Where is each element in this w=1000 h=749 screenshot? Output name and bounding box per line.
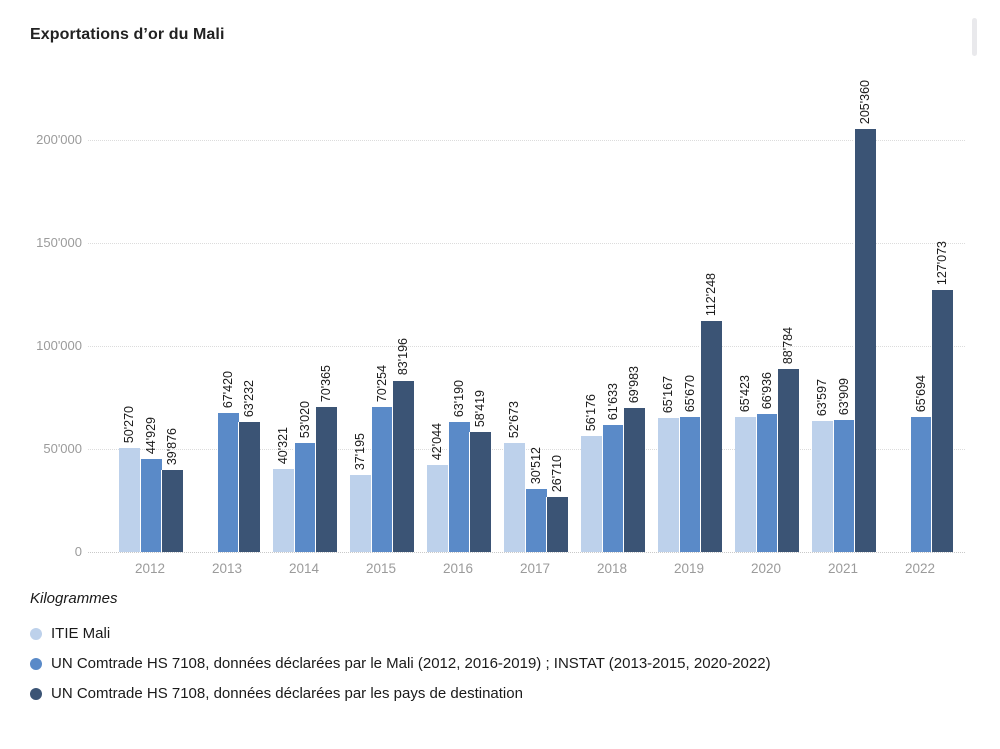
bar-value-label: 65'167 [661, 375, 675, 413]
vertical-scrollbar[interactable] [972, 18, 977, 56]
bar-series1-2014 [272, 468, 294, 552]
x-axis-tick-label: 2021 [827, 561, 859, 576]
bar-series3-2022 [930, 290, 953, 552]
bar-series2-2020 [755, 414, 778, 552]
legend-swatch-light-blue [30, 627, 42, 640]
bar-value-label: 88'784 [781, 326, 795, 365]
bar-series3-2012 [160, 469, 183, 552]
gridline [88, 243, 965, 244]
x-axis-tick-label: 2017 [519, 561, 551, 576]
legend-label: UN Comtrade HS 7108, données déclarées p… [51, 685, 523, 702]
bar-value-label: 63'909 [837, 378, 851, 416]
gridline [88, 346, 965, 347]
bar-value-label: 52'673 [507, 401, 521, 439]
bar-series1-2021 [811, 420, 833, 552]
x-axis-tick-label: 2018 [596, 561, 628, 576]
bar-series2-2021 [832, 420, 855, 552]
bar-value-label: 53'020 [298, 400, 312, 438]
bar-series2-2016 [447, 421, 470, 552]
bar-value-label: 63'597 [815, 378, 829, 416]
bar-series2-2019 [678, 416, 701, 552]
legend-item-itie-mali: ITIE Mali [30, 625, 970, 642]
legend-item-un-comtrade-destination: UN Comtrade HS 7108, données déclarées p… [30, 685, 970, 702]
bar-series1-2019 [657, 417, 679, 552]
bar-value-label: 63'190 [452, 379, 466, 417]
bar-series2-2014 [293, 442, 316, 552]
bar-value-label: 40'321 [276, 426, 290, 464]
bar-value-label: 205'360 [858, 79, 872, 124]
bar-value-label: 56'176 [584, 394, 598, 432]
bar-value-label: 69'983 [627, 365, 641, 403]
y-axis-tick-label: 100'000 [36, 338, 82, 353]
x-axis-tick-label: 2019 [673, 561, 705, 576]
bar-value-label: 65'694 [914, 374, 928, 412]
legend-label: ITIE Mali [51, 625, 111, 642]
x-axis-tick-label: 2012 [134, 561, 166, 576]
chart-title: Exportations d’or du Mali [30, 26, 225, 43]
bar-value-label: 63'232 [242, 379, 256, 417]
bar-series3-2021 [853, 128, 876, 552]
bar-value-label: 65'670 [683, 374, 697, 412]
unit-label: Kilogrammes [30, 590, 118, 607]
bar-series3-2017 [545, 496, 568, 552]
bar-series2-2015 [370, 407, 393, 552]
bar-value-label: 58'419 [473, 389, 487, 427]
bar-series3-2018 [622, 407, 645, 552]
bar-series1-2015 [349, 475, 371, 552]
legend-item-un-comtrade-mali: UN Comtrade HS 7108, données déclarées p… [30, 655, 970, 672]
bar-series2-2012 [139, 459, 162, 552]
y-axis-tick-label: 0 [74, 544, 82, 559]
bar-series3-2019 [699, 320, 722, 552]
y-axis-tick-label: 50'000 [43, 441, 82, 456]
bar-series2-2018 [601, 425, 624, 552]
bar-series1-2016 [426, 465, 448, 552]
x-axis-tick-label: 2015 [365, 561, 397, 576]
legend-swatch-medium-blue [30, 657, 42, 670]
bar-value-label: 37'195 [353, 433, 367, 471]
legend-swatch-dark-blue [30, 687, 42, 700]
x-axis-tick-label: 2022 [904, 561, 936, 576]
bar-value-label: 67'420 [221, 370, 235, 409]
bar-series2-2022 [909, 416, 932, 552]
bar-series1-2017 [503, 443, 525, 552]
bar-value-label: 70'254 [375, 365, 389, 403]
bar-series3-2016 [468, 431, 491, 552]
legend: ITIE Mali UN Comtrade HS 7108, données d… [30, 625, 970, 702]
bar-value-label: 65'423 [738, 375, 752, 413]
bar-value-label: 66'936 [760, 371, 774, 410]
bar-series1-2012 [118, 448, 140, 552]
gridline [88, 140, 965, 141]
x-axis-tick-label: 2020 [750, 561, 782, 576]
bar-series3-2014 [314, 407, 337, 552]
bar-value-label: 30'512 [529, 447, 543, 485]
bar-value-label: 44'929 [144, 417, 158, 455]
bar-value-label: 83'196 [396, 338, 410, 376]
bar-value-label: 127'073 [935, 241, 949, 286]
bar-series1-2018 [580, 436, 602, 552]
legend-label: UN Comtrade HS 7108, données déclarées p… [51, 655, 771, 672]
bar-series3-2020 [776, 369, 799, 552]
bar-value-label: 26'710 [550, 454, 564, 492]
bar-series2-2013 [216, 413, 239, 552]
bar-series3-2013 [237, 421, 260, 552]
gridline [88, 449, 965, 450]
y-axis-tick-label: 150'000 [36, 235, 82, 250]
bar-series1-2020 [734, 417, 756, 552]
bar-value-label: 70'365 [319, 364, 333, 403]
bar-value-label: 61'633 [606, 382, 620, 421]
bar-value-label: 42'044 [430, 423, 444, 461]
x-axis-baseline [88, 552, 965, 553]
x-axis-tick-label: 2016 [442, 561, 474, 576]
x-axis-tick-label: 2013 [211, 561, 243, 576]
bar-value-label: 112'248 [704, 272, 718, 316]
bar-value-label: 39'876 [165, 427, 179, 465]
bar-series3-2015 [391, 380, 414, 552]
chart-footer: Kilogrammes ITIE Mali UN Comtrade HS 710… [30, 590, 970, 702]
bar-series2-2017 [524, 489, 547, 552]
bar-value-label: 50'270 [122, 406, 136, 444]
y-axis-tick-label: 200'000 [36, 132, 82, 147]
x-axis-tick-label: 2014 [288, 561, 320, 576]
